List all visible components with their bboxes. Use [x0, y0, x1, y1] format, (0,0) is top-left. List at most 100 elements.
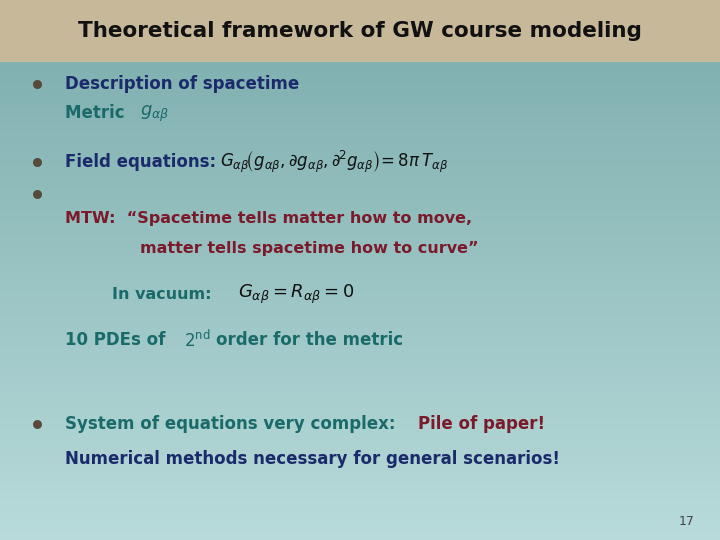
Bar	[0, 502, 720, 505]
Bar	[0, 413, 720, 416]
Bar	[0, 184, 720, 186]
Bar	[0, 524, 720, 526]
Bar	[0, 427, 720, 429]
Bar	[0, 192, 720, 194]
Bar	[0, 111, 720, 113]
Bar	[0, 84, 720, 86]
Bar	[0, 59, 720, 62]
Bar	[0, 402, 720, 405]
Bar	[0, 219, 720, 221]
Bar	[0, 16, 720, 19]
Bar	[0, 189, 720, 192]
Bar	[0, 208, 720, 211]
Text: $G_{\alpha\beta} = R_{\alpha\beta} = 0$: $G_{\alpha\beta} = R_{\alpha\beta} = 0$	[238, 283, 354, 306]
Bar	[0, 483, 720, 486]
Bar	[0, 8, 720, 11]
Bar	[0, 478, 720, 481]
Bar	[0, 270, 720, 273]
Bar	[0, 40, 720, 43]
Bar	[0, 464, 720, 467]
Text: Field equations:: Field equations:	[65, 153, 216, 171]
Bar	[0, 505, 720, 508]
Bar	[0, 103, 720, 105]
Bar	[0, 405, 720, 408]
Bar	[0, 292, 720, 294]
Bar	[0, 486, 720, 489]
Bar	[0, 140, 720, 143]
Bar	[0, 100, 720, 103]
Bar	[0, 68, 720, 70]
Bar	[0, 127, 720, 130]
Bar	[0, 394, 720, 397]
Bar	[0, 113, 720, 116]
Bar	[0, 408, 720, 410]
Text: 17: 17	[679, 515, 695, 528]
Bar	[0, 446, 720, 448]
Bar	[0, 65, 720, 68]
Bar	[0, 94, 720, 97]
Bar	[0, 470, 720, 472]
Bar	[0, 78, 720, 81]
Bar	[0, 181, 720, 184]
Bar	[0, 432, 720, 435]
Bar	[0, 451, 720, 454]
Bar	[0, 510, 720, 513]
Bar	[0, 197, 720, 200]
Bar	[0, 526, 720, 529]
Bar	[0, 491, 720, 494]
Bar	[0, 73, 720, 76]
Text: System of equations very complex:: System of equations very complex:	[65, 415, 407, 433]
Bar	[0, 386, 720, 389]
Text: order for the metric: order for the metric	[216, 331, 403, 349]
Bar	[0, 310, 720, 313]
Bar	[0, 454, 720, 456]
Bar	[0, 373, 720, 375]
Bar	[0, 273, 720, 275]
Bar	[0, 227, 720, 229]
Bar	[0, 248, 720, 251]
Text: matter tells spacetime how to curve”: matter tells spacetime how to curve”	[140, 241, 479, 256]
Bar	[0, 410, 720, 413]
Bar	[0, 165, 720, 167]
Bar	[0, 265, 720, 267]
Bar	[0, 24, 720, 27]
Bar	[0, 202, 720, 205]
Bar	[0, 143, 720, 146]
Bar	[0, 0, 720, 62]
Bar	[0, 370, 720, 373]
Bar	[0, 335, 720, 338]
Bar	[0, 513, 720, 516]
Bar	[0, 437, 720, 440]
Bar	[0, 497, 720, 500]
Bar	[0, 367, 720, 370]
Bar	[0, 532, 720, 535]
Bar	[0, 338, 720, 340]
Bar	[0, 256, 720, 259]
Bar	[0, 400, 720, 402]
Bar	[0, 356, 720, 359]
Bar	[0, 284, 720, 286]
Bar	[0, 456, 720, 459]
Bar	[0, 397, 720, 400]
Bar	[0, 267, 720, 270]
Bar	[0, 294, 720, 297]
Bar	[0, 0, 720, 3]
Bar	[0, 418, 720, 421]
Bar	[0, 275, 720, 278]
Bar	[0, 108, 720, 111]
Bar	[0, 375, 720, 378]
Text: $2^{\rm nd}$: $2^{\rm nd}$	[184, 329, 210, 351]
Text: In vacuum:: In vacuum:	[112, 287, 211, 302]
Bar	[0, 343, 720, 346]
Bar	[0, 119, 720, 122]
Bar	[0, 424, 720, 427]
Bar	[0, 516, 720, 518]
Bar	[0, 243, 720, 246]
Bar	[0, 459, 720, 462]
Bar	[0, 297, 720, 300]
Bar	[0, 537, 720, 540]
Bar	[0, 535, 720, 537]
Bar	[0, 289, 720, 292]
Bar	[0, 230, 720, 232]
Bar	[0, 43, 720, 46]
